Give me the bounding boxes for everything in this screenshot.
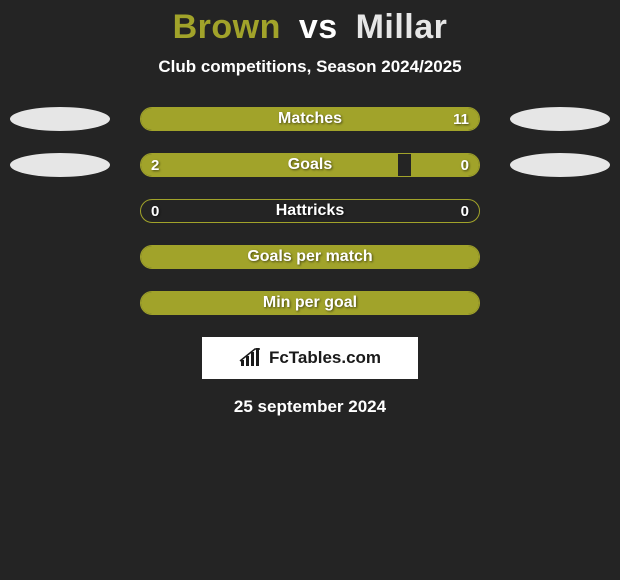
subtitle: Club competitions, Season 2024/2025 — [0, 57, 620, 77]
chart-icon — [239, 348, 263, 368]
stat-row: 11Matches — [0, 107, 620, 131]
stat-row: Goals per match — [0, 245, 620, 269]
date-text: 25 september 2024 — [0, 397, 620, 417]
stat-label: Goals — [141, 154, 479, 176]
player1-disc — [10, 107, 110, 131]
player1-disc — [10, 153, 110, 177]
stat-bar: 11Matches — [140, 107, 480, 131]
stat-row: Min per goal — [0, 291, 620, 315]
stat-rows: 11Matches 20Goals 00Hattricks Goals per mat… — [0, 107, 620, 315]
title: Brown vs Millar — [0, 8, 620, 47]
stat-label: Min per goal — [141, 292, 479, 314]
stat-label: Goals per match — [141, 246, 479, 268]
title-player2: Millar — [356, 8, 448, 46]
stat-bar: 00Hattricks — [140, 199, 480, 223]
title-vs: vs — [299, 8, 338, 46]
branding-box: FcTables.com — [202, 337, 418, 379]
branding-text: FcTables.com — [269, 348, 381, 368]
stat-label: Hattricks — [141, 200, 479, 222]
stat-row: 00Hattricks — [0, 199, 620, 223]
title-player1: Brown — [173, 8, 281, 46]
stat-row: 20Goals — [0, 153, 620, 177]
stat-label: Matches — [141, 108, 479, 130]
stat-bar: Goals per match — [140, 245, 480, 269]
player2-disc — [510, 153, 610, 177]
player2-disc — [510, 107, 610, 131]
stat-bar: Min per goal — [140, 291, 480, 315]
comparison-infographic: Brown vs Millar Club competitions, Seaso… — [0, 0, 620, 417]
stat-bar: 20Goals — [140, 153, 480, 177]
